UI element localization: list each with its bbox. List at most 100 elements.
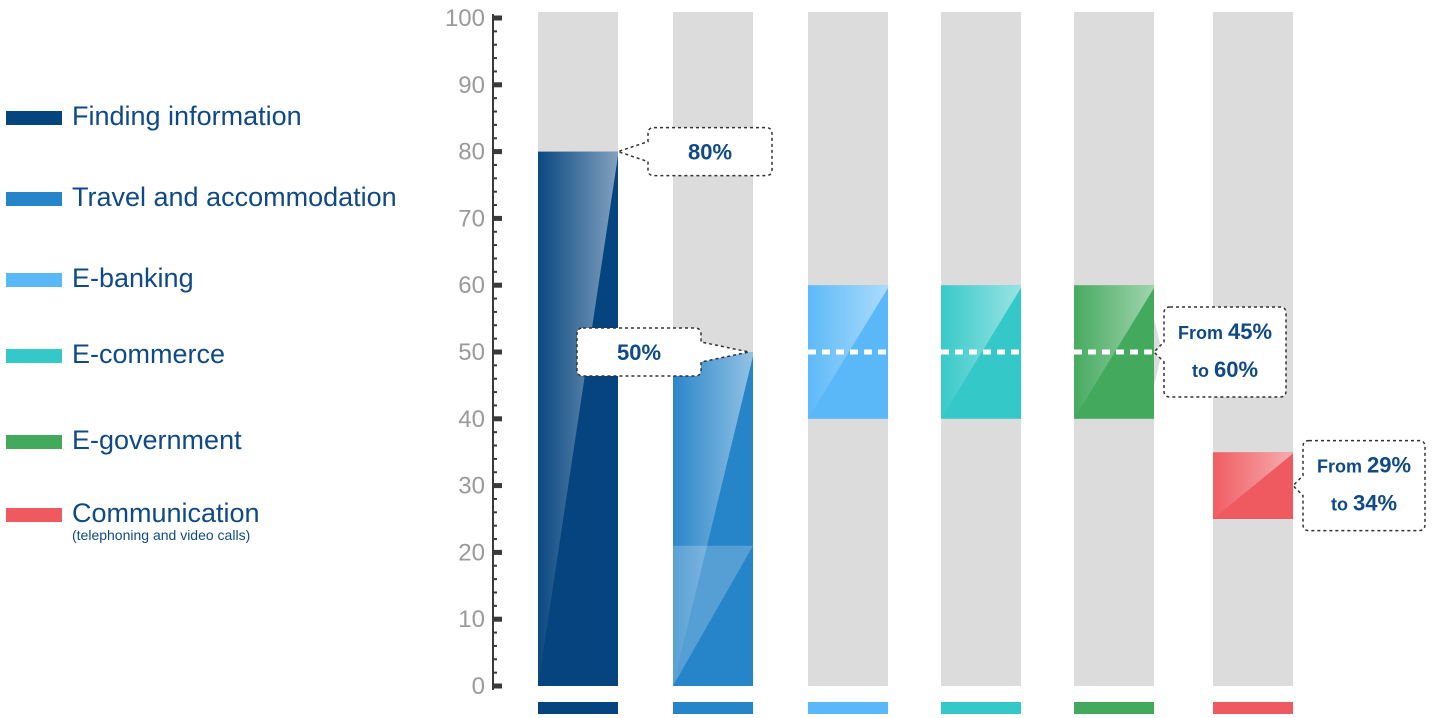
y-axis-minor-tick xyxy=(492,604,497,607)
bar-bottom-swatch xyxy=(941,702,1021,714)
y-axis-major-tick xyxy=(492,215,502,221)
bar-bottom-swatch xyxy=(1213,702,1293,714)
callout-label: From 29% xyxy=(1317,453,1411,478)
callout-label-part: 50% xyxy=(617,340,661,365)
y-axis-minor-tick xyxy=(492,244,497,247)
legend-swatch xyxy=(6,349,62,363)
y-axis-minor-tick xyxy=(492,337,497,340)
bar-highlight xyxy=(538,151,618,687)
callout-box xyxy=(1291,439,1426,532)
y-axis-minor-tick xyxy=(492,524,497,527)
y-tick-label: 90 xyxy=(458,72,485,99)
y-axis-minor-tick xyxy=(492,631,497,634)
callout-label-part: From xyxy=(1178,323,1228,343)
y-axis-minor-tick xyxy=(492,391,497,394)
callout-label: 80% xyxy=(688,140,732,165)
callout-label-part: From xyxy=(1317,457,1367,477)
y-axis-major-tick xyxy=(492,483,502,489)
y-axis-minor-tick xyxy=(492,644,497,647)
legend-item: Finding information xyxy=(6,103,302,130)
y-axis-minor-tick xyxy=(492,404,497,407)
y-axis-minor-tick xyxy=(492,297,497,300)
y-axis-major-tick xyxy=(492,349,502,355)
y-axis-minor-tick xyxy=(492,444,497,447)
y-axis-major-tick xyxy=(492,282,502,288)
bar-bottom-swatch xyxy=(673,702,753,714)
callout-label: to 34% xyxy=(1331,491,1397,516)
legend: Finding information Travel and accommodat… xyxy=(0,0,440,718)
y-axis-minor-tick xyxy=(492,110,497,113)
y-tick-label: 30 xyxy=(458,473,485,500)
callout-label-part: 29% xyxy=(1367,453,1411,478)
legend-swatch xyxy=(6,435,62,449)
legend-label: Travel and accommodation xyxy=(72,182,397,212)
legend-text: Finding information xyxy=(72,103,302,130)
y-axis-minor-tick xyxy=(492,204,497,207)
callout-label-part: 60% xyxy=(1214,357,1258,382)
legend-text: Travel and accommodation xyxy=(72,184,397,211)
y-axis-major-tick xyxy=(492,15,502,21)
bar-bottom-swatch xyxy=(808,702,888,714)
y-axis-minor-tick xyxy=(492,377,497,380)
y-axis-major-tick xyxy=(492,683,502,689)
y-axis-minor-tick xyxy=(492,270,497,273)
legend-label: E-banking xyxy=(72,263,194,293)
y-axis-minor-tick xyxy=(492,471,497,474)
bar-highlight xyxy=(673,352,753,686)
y-tick-label: 50 xyxy=(458,339,485,366)
legend-label: Communication xyxy=(72,498,260,528)
y-axis-minor-tick xyxy=(492,538,497,541)
legend-label: E-government xyxy=(72,425,242,455)
legend-label: E-commerce xyxy=(72,339,226,369)
y-axis-major-tick xyxy=(492,549,502,555)
bar-bottom-swatch xyxy=(538,702,618,714)
y-axis-minor-tick xyxy=(492,497,497,500)
y-axis-minor-tick xyxy=(492,578,497,581)
y-axis-minor-tick xyxy=(492,511,497,514)
bar-highlight xyxy=(673,545,753,686)
y-tick-label: 70 xyxy=(458,205,485,232)
y-axis-minor-tick xyxy=(492,457,497,460)
y-axis-major-tick xyxy=(492,616,502,622)
y-tick-label: 20 xyxy=(458,539,485,566)
y-axis-minor-tick xyxy=(492,177,497,180)
y-axis-minor-tick xyxy=(492,43,497,46)
y-axis-minor-tick xyxy=(492,671,497,674)
callout-label-part: to xyxy=(1192,361,1214,381)
callout-label-part: 34% xyxy=(1353,491,1397,516)
y-axis-major-tick xyxy=(492,416,502,422)
legend-text: E-government xyxy=(72,427,242,454)
legend-item: Travel and accommodation xyxy=(6,184,397,211)
y-axis-minor-tick xyxy=(492,257,497,260)
y-axis-minor-tick xyxy=(492,190,497,193)
legend-swatch xyxy=(6,508,62,522)
y-tick-label: 60 xyxy=(458,272,485,299)
y-axis-minor-tick xyxy=(492,564,497,567)
bar-highlight xyxy=(1213,452,1293,519)
legend-text: E-banking xyxy=(72,265,194,292)
legend-item: E-government xyxy=(6,427,242,454)
y-axis-minor-tick xyxy=(492,230,497,233)
y-axis-minor-tick xyxy=(492,70,497,73)
y-axis-minor-tick xyxy=(492,137,497,140)
callout-label-part: to xyxy=(1331,495,1353,515)
y-axis-minor-tick xyxy=(492,324,497,327)
legend-sublabel: (telephoning and video calls) xyxy=(72,527,251,543)
callout-box xyxy=(615,126,773,177)
callout-label: to 60% xyxy=(1192,357,1258,382)
y-axis-minor-tick xyxy=(492,123,497,126)
callout-label: 50% xyxy=(617,340,661,365)
y-axis-minor-tick xyxy=(492,30,497,33)
legend-label: Finding information xyxy=(72,101,302,131)
y-tick-label: 10 xyxy=(458,606,485,633)
legend-item: E-commerce xyxy=(6,341,225,368)
bar-highlight xyxy=(941,285,1021,419)
bar-highlight xyxy=(1074,285,1154,419)
y-axis-minor-tick xyxy=(492,364,497,367)
y-tick-label: 100 xyxy=(445,5,485,32)
legend-item: E-banking xyxy=(6,265,194,292)
legend-swatch xyxy=(6,273,62,287)
y-axis-minor-tick xyxy=(492,163,497,166)
bar-highlight xyxy=(808,285,888,419)
